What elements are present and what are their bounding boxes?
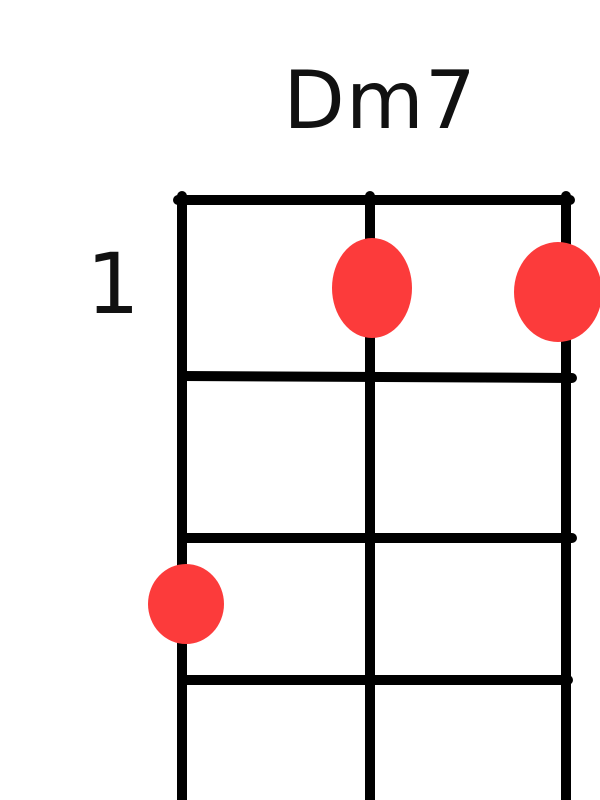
chord-title: Dm7 [283,54,477,147]
finger-dot [148,564,224,644]
finger-dot [514,242,600,342]
fret-number-label: 1 [86,235,140,333]
finger-dot [332,238,412,338]
fret-line [177,371,577,383]
